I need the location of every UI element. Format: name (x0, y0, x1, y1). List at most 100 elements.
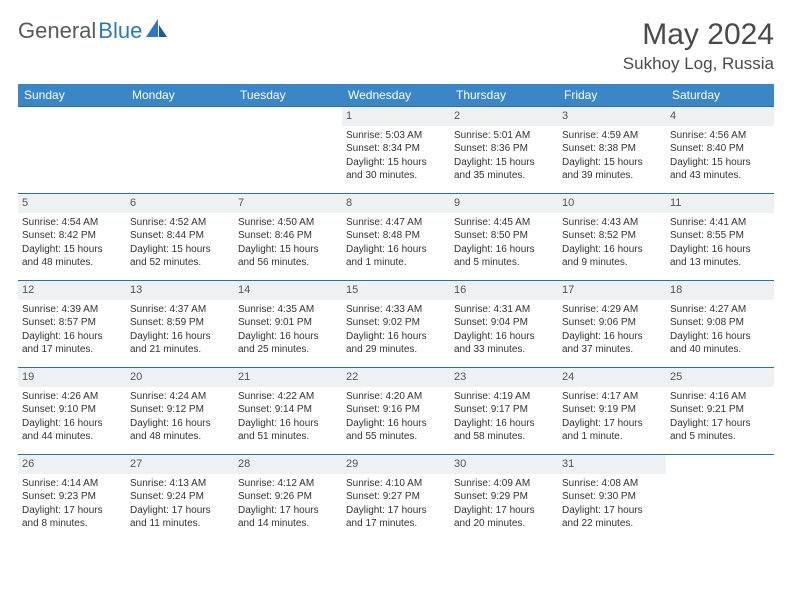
sunrise-line: Sunrise: 4:54 AM (22, 216, 122, 230)
day-number: 29 (342, 455, 450, 474)
day-cell: 23Sunrise: 4:19 AMSunset: 9:17 PMDayligh… (450, 368, 558, 454)
sunrise-line: Sunrise: 4:50 AM (238, 216, 338, 230)
daylight-line: Daylight: 16 hours and 51 minutes. (238, 417, 338, 444)
sunrise-line: Sunrise: 4:39 AM (22, 303, 122, 317)
sunrise-line: Sunrise: 4:31 AM (454, 303, 554, 317)
day-number: 16 (450, 281, 558, 300)
daylight-line: Daylight: 16 hours and 17 minutes. (22, 330, 122, 357)
sunset-line: Sunset: 8:34 PM (346, 142, 446, 156)
daylight-line: Daylight: 15 hours and 30 minutes. (346, 156, 446, 183)
day-cell: 1Sunrise: 5:03 AMSunset: 8:34 PMDaylight… (342, 107, 450, 193)
day-cell: 17Sunrise: 4:29 AMSunset: 9:06 PMDayligh… (558, 281, 666, 367)
sunset-line: Sunset: 8:38 PM (562, 142, 662, 156)
daylight-line: Daylight: 16 hours and 44 minutes. (22, 417, 122, 444)
daylight-line: Daylight: 16 hours and 13 minutes. (670, 243, 770, 270)
day-number: 21 (234, 368, 342, 387)
sunset-line: Sunset: 8:48 PM (346, 229, 446, 243)
day-cell: 10Sunrise: 4:43 AMSunset: 8:52 PMDayligh… (558, 194, 666, 280)
day-cell: 20Sunrise: 4:24 AMSunset: 9:12 PMDayligh… (126, 368, 234, 454)
day-number: 3 (558, 107, 666, 126)
logo-sail-icon (146, 19, 168, 44)
day-cell: 15Sunrise: 4:33 AMSunset: 9:02 PMDayligh… (342, 281, 450, 367)
week-row: 5Sunrise: 4:54 AMSunset: 8:42 PMDaylight… (18, 193, 774, 280)
sunrise-line: Sunrise: 4:09 AM (454, 477, 554, 491)
day-cell: 16Sunrise: 4:31 AMSunset: 9:04 PMDayligh… (450, 281, 558, 367)
day-number: 7 (234, 194, 342, 213)
day-cell: 29Sunrise: 4:10 AMSunset: 9:27 PMDayligh… (342, 455, 450, 541)
day-cell: 13Sunrise: 4:37 AMSunset: 8:59 PMDayligh… (126, 281, 234, 367)
day-number: 9 (450, 194, 558, 213)
sunrise-line: Sunrise: 4:20 AM (346, 390, 446, 404)
sunrise-line: Sunrise: 4:33 AM (346, 303, 446, 317)
sunset-line: Sunset: 9:06 PM (562, 316, 662, 330)
day-cell: 31Sunrise: 4:08 AMSunset: 9:30 PMDayligh… (558, 455, 666, 541)
day-cell: 4Sunrise: 4:56 AMSunset: 8:40 PMDaylight… (666, 107, 774, 193)
sunrise-line: Sunrise: 4:08 AM (562, 477, 662, 491)
day-cell: 25Sunrise: 4:16 AMSunset: 9:21 PMDayligh… (666, 368, 774, 454)
sunrise-line: Sunrise: 4:12 AM (238, 477, 338, 491)
day-number: 24 (558, 368, 666, 387)
day-cell: 30Sunrise: 4:09 AMSunset: 9:29 PMDayligh… (450, 455, 558, 541)
sunrise-line: Sunrise: 4:19 AM (454, 390, 554, 404)
sunset-line: Sunset: 9:17 PM (454, 403, 554, 417)
sunset-line: Sunset: 9:19 PM (562, 403, 662, 417)
day-number: 8 (342, 194, 450, 213)
day-cell: 28Sunrise: 4:12 AMSunset: 9:26 PMDayligh… (234, 455, 342, 541)
sunset-line: Sunset: 9:26 PM (238, 490, 338, 504)
sunset-line: Sunset: 9:30 PM (562, 490, 662, 504)
daylight-line: Daylight: 16 hours and 1 minute. (346, 243, 446, 270)
day-number: 30 (450, 455, 558, 474)
day-cell: . (666, 455, 774, 541)
daylight-line: Daylight: 16 hours and 33 minutes. (454, 330, 554, 357)
day-number: 15 (342, 281, 450, 300)
day-number: 18 (666, 281, 774, 300)
sunrise-line: Sunrise: 4:27 AM (670, 303, 770, 317)
sunset-line: Sunset: 9:14 PM (238, 403, 338, 417)
sunrise-line: Sunrise: 4:22 AM (238, 390, 338, 404)
week-row: 12Sunrise: 4:39 AMSunset: 8:57 PMDayligh… (18, 280, 774, 367)
daylight-line: Daylight: 15 hours and 48 minutes. (22, 243, 122, 270)
sunset-line: Sunset: 8:59 PM (130, 316, 230, 330)
day-number: 12 (18, 281, 126, 300)
day-cell: 14Sunrise: 4:35 AMSunset: 9:01 PMDayligh… (234, 281, 342, 367)
daylight-line: Daylight: 17 hours and 22 minutes. (562, 504, 662, 531)
day-cell: 21 Sunrise: 4:22 AMSunset: 9:14 PMDayligh… (234, 368, 342, 454)
sunset-line: Sunset: 9:21 PM (670, 403, 770, 417)
day-header: Tuesday (234, 84, 342, 106)
daylight-line: Daylight: 15 hours and 39 minutes. (562, 156, 662, 183)
sunrise-line: Sunrise: 4:41 AM (670, 216, 770, 230)
sunrise-line: Sunrise: 4:17 AM (562, 390, 662, 404)
sunset-line: Sunset: 9:29 PM (454, 490, 554, 504)
daylight-line: Daylight: 16 hours and 48 minutes. (130, 417, 230, 444)
daylight-line: Daylight: 16 hours and 25 minutes. (238, 330, 338, 357)
daylight-line: Daylight: 16 hours and 55 minutes. (346, 417, 446, 444)
day-number: 20 (126, 368, 234, 387)
week-row: ...1Sunrise: 5:03 AMSunset: 8:34 PMDayli… (18, 106, 774, 193)
sunrise-line: Sunrise: 4:43 AM (562, 216, 662, 230)
sunset-line: Sunset: 9:10 PM (22, 403, 122, 417)
day-cell: . (18, 107, 126, 193)
day-cell: 19Sunrise: 4:26 AMSunset: 9:10 PMDayligh… (18, 368, 126, 454)
day-header: Friday (558, 84, 666, 106)
daylight-line: Daylight: 16 hours and 21 minutes. (130, 330, 230, 357)
sunrise-line: Sunrise: 4:35 AM (238, 303, 338, 317)
daylight-line: Daylight: 17 hours and 11 minutes. (130, 504, 230, 531)
day-number: 4 (666, 107, 774, 126)
day-number: 11 (666, 194, 774, 213)
sunset-line: Sunset: 9:16 PM (346, 403, 446, 417)
daylight-line: Daylight: 16 hours and 9 minutes. (562, 243, 662, 270)
sunset-line: Sunset: 9:08 PM (670, 316, 770, 330)
month-title: May 2024 (623, 18, 774, 52)
day-cell: 2Sunrise: 5:01 AMSunset: 8:36 PMDaylight… (450, 107, 558, 193)
day-number: 26 (18, 455, 126, 474)
logo-text-blue: Blue (98, 18, 142, 44)
day-number: 2 (450, 107, 558, 126)
day-cell: 12Sunrise: 4:39 AMSunset: 8:57 PMDayligh… (18, 281, 126, 367)
day-header: Sunday (18, 84, 126, 106)
sunset-line: Sunset: 9:02 PM (346, 316, 446, 330)
day-number: 1 (342, 107, 450, 126)
day-number: 22 (342, 368, 450, 387)
day-number: 10 (558, 194, 666, 213)
day-number: 19 (18, 368, 126, 387)
day-number: 13 (126, 281, 234, 300)
